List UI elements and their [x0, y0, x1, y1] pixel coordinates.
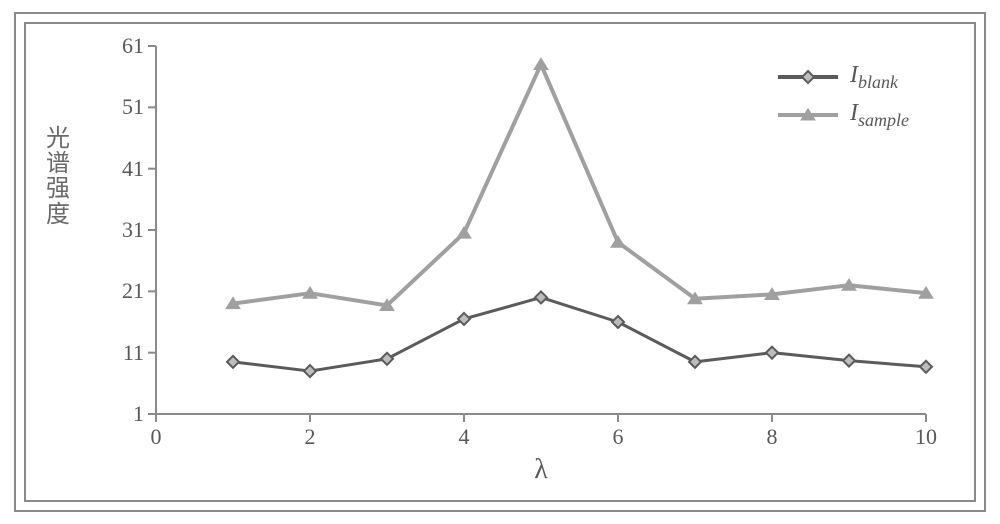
- y-tick-label: 61: [108, 33, 144, 59]
- series-marker-blank: [381, 353, 393, 365]
- legend-label-base: I: [850, 100, 858, 126]
- series-marker-blank: [766, 347, 778, 359]
- legend-label-blank: Iblank: [850, 62, 898, 93]
- series-marker-blank: [843, 355, 855, 367]
- y-tick-label: 1: [108, 401, 144, 427]
- series-marker-blank: [689, 356, 701, 368]
- x-axis-title: λ: [534, 454, 548, 486]
- legend-label-sample: Isample: [850, 100, 909, 131]
- x-tick-label: 4: [459, 424, 470, 450]
- x-tick-label: 0: [151, 424, 162, 450]
- y-tick-label: 41: [108, 156, 144, 182]
- series-marker-blank: [535, 291, 547, 303]
- series-marker-sample: [534, 58, 548, 69]
- y-tick-label: 51: [108, 94, 144, 120]
- series-marker-blank: [458, 313, 470, 325]
- series-marker-blank: [612, 316, 624, 328]
- x-tick-label: 6: [613, 424, 624, 450]
- y-tick-label: 31: [108, 217, 144, 243]
- legend-label-sub: blank: [858, 71, 898, 91]
- x-tick-label: 2: [305, 424, 316, 450]
- legend-label-sub: sample: [858, 109, 909, 129]
- legend-line: [778, 75, 838, 79]
- series-marker-sample: [611, 236, 625, 247]
- legend: IblankIsample: [778, 58, 909, 134]
- legend-marker-blank: [798, 67, 818, 87]
- legend-label-base: I: [850, 62, 858, 88]
- legend-item-sample: Isample: [778, 96, 909, 134]
- y-tick-label: 11: [108, 340, 144, 366]
- series-marker-blank: [227, 356, 239, 368]
- y-tick-label: 21: [108, 278, 144, 304]
- series-line-blank: [233, 297, 926, 371]
- legend-item-blank: Iblank: [778, 58, 909, 96]
- y-axis-title: 光谱强度: [44, 127, 72, 228]
- x-tick-label: 10: [915, 424, 937, 450]
- legend-marker-sample: [798, 105, 818, 125]
- legend-line: [778, 113, 838, 117]
- x-tick-label: 8: [767, 424, 778, 450]
- series-marker-sample: [457, 227, 471, 238]
- series-marker-blank: [304, 365, 316, 377]
